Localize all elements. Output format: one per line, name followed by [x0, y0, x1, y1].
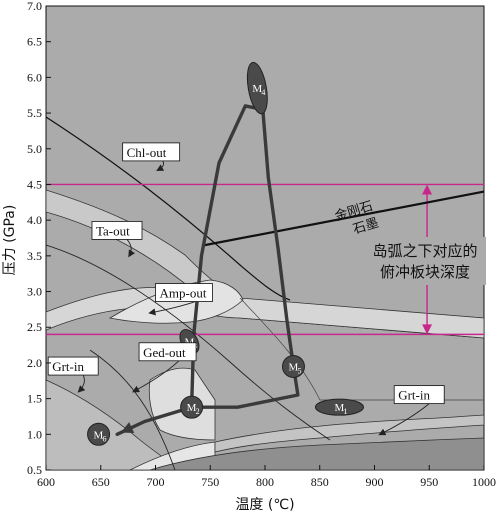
- reaction-label: Grt-in: [378, 385, 445, 436]
- y-tick-label: 3.0: [27, 285, 42, 299]
- x-tick-label: 750: [201, 475, 219, 489]
- point-label: M: [252, 83, 262, 95]
- depth-arrow-head-top: [422, 184, 433, 195]
- y-tick-label: 6.0: [27, 70, 42, 84]
- x-tick-label: 950: [420, 475, 438, 489]
- y-tick-label: 6.5: [27, 35, 42, 49]
- x-tick-label: 800: [256, 475, 274, 489]
- point-label: M: [187, 402, 197, 414]
- reaction-labels: Chl-out Ta-out Amp-out Ged-out Grt-in Grt-in: [47, 142, 445, 436]
- pt-path: [115, 104, 300, 436]
- axis-ticks: 600 650 700 750 800 850 900 950 1000 0.5 1.0 1.5 2.0…: [27, 0, 496, 489]
- point-marker: [180, 395, 204, 419]
- y-axis-title: 压力 (GPa): [2, 205, 18, 276]
- reaction-label: Ta-out: [91, 221, 143, 258]
- x-tick-label: 850: [311, 475, 329, 489]
- pt-path-arrowhead: [120, 422, 135, 433]
- y-tick-label: 7.0: [27, 0, 42, 13]
- point-label: M: [288, 361, 298, 373]
- reaction-label-box: [393, 385, 445, 405]
- graphite-label: 石墨: [351, 216, 380, 238]
- reaction-label-arrow: [156, 160, 165, 172]
- depth-annotation-line-2: 俯冲板块深度: [380, 263, 470, 281]
- point-marker: [87, 422, 111, 446]
- y-tick-label: 5.5: [27, 106, 42, 120]
- reaction-label-text: Ta-out: [96, 223, 130, 238]
- y-tick-label: 0.5: [27, 463, 42, 477]
- diamond-graphite-line: [204, 190, 485, 247]
- reaction-label-box: [91, 221, 143, 240]
- depth-annotation: 岛弧之下对应的 俯冲板块深度: [364, 237, 486, 285]
- y-tick-label: 3.5: [27, 249, 42, 263]
- reaction-label-arrow: [378, 403, 430, 436]
- reaction-label-box: [155, 283, 213, 302]
- x-tick-label: 700: [147, 475, 165, 489]
- reaction-label-arrow: [77, 374, 86, 393]
- point-label-sub: 6: [103, 434, 107, 443]
- reaction-label-text: Grt-in: [398, 388, 430, 403]
- reaction-label-arrow: [126, 239, 136, 258]
- reaction-label-text: Grt-in: [52, 359, 84, 374]
- y-tick-label: 4.0: [27, 213, 42, 227]
- x-tick-label: 600: [37, 475, 55, 489]
- pt-path-line: [115, 104, 300, 436]
- diamond-graphite-boundary: [204, 190, 485, 247]
- reaction-label-arrow: [148, 301, 196, 316]
- point-label-sub: 5: [297, 366, 301, 375]
- point-label-sub: 1: [343, 407, 347, 416]
- point-marker: [246, 61, 268, 115]
- y-tick-label: 2.5: [27, 320, 42, 334]
- point-label: M: [334, 402, 344, 414]
- point-label-sub: 2: [196, 407, 200, 416]
- reaction-label-text: Chl-out: [127, 145, 167, 160]
- point-marker: [314, 398, 364, 416]
- x-tick-label: 900: [366, 475, 384, 489]
- y-tick-label: 1.5: [27, 392, 42, 406]
- reaction-label-text: Amp-out: [160, 286, 207, 301]
- x-axis-title: 温度 (℃): [235, 497, 294, 513]
- y-tick-label: 5.0: [27, 142, 42, 156]
- reaction-label-arrow: [132, 360, 180, 393]
- point-label-sub: 4: [261, 88, 265, 97]
- reaction-label: Grt-in: [47, 356, 99, 393]
- x-tick-label: 1000: [472, 475, 496, 489]
- metamorphic-points: M1M2M3M4M5M6: [87, 61, 364, 446]
- reaction-label-text: Ged-out: [143, 345, 186, 360]
- reaction-label-box: [122, 142, 181, 162]
- y-tick-label: 2.0: [27, 356, 42, 370]
- y-tick-label: 1.0: [27, 427, 42, 441]
- x-tick-label: 650: [92, 475, 110, 489]
- reaction-label: Ged-out: [132, 342, 197, 393]
- depth-arrow-head-bottom: [422, 324, 433, 335]
- y-tick-label: 4.5: [27, 177, 42, 191]
- point-label: M: [94, 429, 104, 441]
- depth-annotation-line-1: 岛弧之下对应的: [372, 242, 477, 260]
- reaction-label-box: [138, 342, 197, 362]
- reaction-label: Chl-out: [122, 142, 181, 172]
- point-marker: [281, 354, 305, 378]
- reaction-label: Amp-out: [148, 283, 213, 316]
- reaction-label-box: [47, 356, 99, 376]
